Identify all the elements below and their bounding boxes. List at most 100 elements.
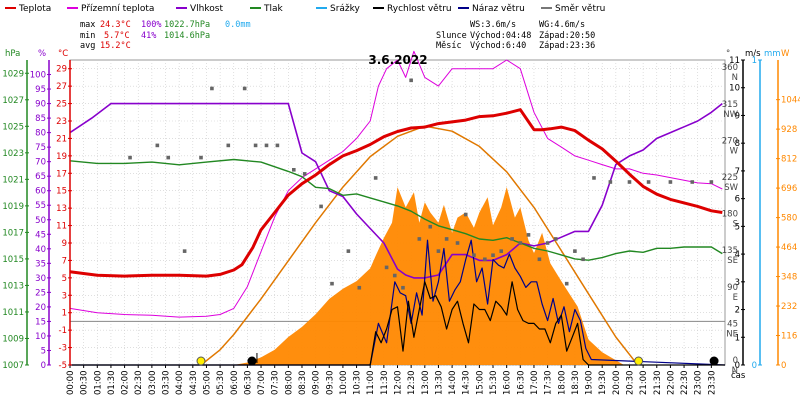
wind-tick-label: 10 (729, 84, 740, 94)
humidity-tick-label: 20 (35, 303, 46, 313)
wind-direction-point (491, 253, 495, 257)
wind-tick-label: 11 (729, 56, 740, 66)
temperature-tick-label: -3 (59, 344, 67, 354)
stats-max-rain: 0.0mm (225, 20, 251, 30)
axes: 1007100910111013101510171019102110231025… (2, 56, 800, 376)
legend-label-4: Srážky (330, 4, 361, 14)
wind-direction-point (392, 273, 397, 278)
x-tick-label: 03:30 (162, 371, 172, 396)
temperature-tick-label: 25 (56, 100, 67, 110)
legend-label-2: Vlhkost (190, 4, 223, 14)
wind-direction-point (155, 143, 160, 148)
x-tick-label: 06:30 (243, 371, 253, 396)
direction-tick-label: 270 (722, 136, 738, 146)
humidity-tick-label: 30 (35, 274, 46, 284)
pressure-unit: hPa (5, 49, 20, 59)
moonrise-time: Východ:6:40 (470, 41, 526, 51)
pressure-tick-label: 1019 (2, 202, 24, 212)
x-tick-label: 13:30 (434, 371, 444, 396)
temperature-tick-label: 21 (56, 134, 67, 144)
pressure-tick-label: 1015 (2, 255, 24, 265)
wind-direction-point (346, 249, 351, 253)
solar-radiation-fill (70, 187, 725, 365)
humidity-tick-label: 5 (41, 346, 46, 356)
wind-speed-info: WS:3.6m/s (470, 20, 516, 30)
x-tick-label: 12:30 (407, 371, 417, 396)
moon-icon (247, 356, 257, 366)
direction-compass-label: NE (726, 329, 738, 339)
temperature-tick-label: 7 (62, 256, 67, 266)
wind-direction-point (182, 249, 187, 253)
sun-icon (634, 356, 644, 366)
direction-unit: ° (726, 49, 730, 59)
x-tick-label: 18:00 (557, 371, 567, 396)
pressure-tick-label: 1023 (2, 149, 24, 159)
solar-tick-label: 464 (781, 243, 797, 253)
wind-direction-point (553, 237, 558, 241)
wind-direction-point (581, 257, 585, 262)
temperature-tick-label: 17 (56, 169, 67, 179)
x-tick-label: 07:30 (271, 371, 281, 396)
direction-tick-label: 90 (727, 283, 738, 293)
wind-direction-point (291, 168, 296, 172)
wind-direction-point (668, 180, 673, 184)
temperature-tick-label: -1 (59, 326, 67, 336)
direction-compass-label: S (733, 220, 738, 230)
temperature-tick-label: 27 (56, 82, 67, 92)
direction-compass-label: N (732, 366, 738, 376)
sunset-time: Západ:20:50 (539, 31, 595, 41)
wind-tick-label: 9 (735, 111, 740, 121)
direction-compass-label: E (733, 293, 738, 303)
solar-tick-label: 928 (781, 125, 797, 135)
chart-title: 3.6.2022 (368, 53, 427, 67)
humidity-tick-label: 70 (35, 158, 46, 168)
wind-direction-point (166, 155, 171, 160)
x-tick-label: 18:30 (571, 371, 581, 396)
wind-direction-point (436, 249, 441, 253)
humidity-tick-label: 100 (30, 71, 46, 81)
x-tick-label: 09:30 (325, 371, 335, 396)
humidity-tick-label: 25 (35, 288, 46, 298)
temperature-unit: °C (58, 49, 68, 59)
humidity-tick-label: 15 (35, 317, 46, 327)
temperature-tick-label: 23 (56, 117, 67, 127)
stats-min-press: 1014.6hPa (164, 31, 210, 41)
stats-block: max 24.3°C 100% 1022.7hPa 0.0mm min 5.7°… (80, 20, 251, 51)
wind-tick-label: 2 (735, 306, 740, 316)
temperature-tick-label: 5 (62, 274, 67, 284)
wind-direction-point (401, 285, 405, 290)
temperature-tick-label: 13 (56, 204, 67, 214)
solar-radiation-area (70, 187, 725, 365)
x-tick-label: 04:00 (175, 371, 185, 396)
legend-label-3: Tlak (263, 4, 284, 14)
x-tick-label: 13:00 (421, 371, 431, 396)
wind-direction-point (428, 224, 433, 229)
wind-direction-point (545, 241, 550, 245)
wind-direction-point (384, 265, 389, 270)
humidity-tick-label: 45 (35, 230, 46, 240)
wind-sun-info: WS:3.6m/s WG:4.6m/s Slunce Východ:04:48 … (436, 20, 595, 51)
direction-tick-label: 315 (722, 100, 738, 110)
humidity-tick-label: 80 (35, 129, 46, 139)
x-tick-label: 17:00 (530, 371, 540, 396)
stats-max-press: 1022.7hPa (164, 20, 210, 30)
x-tick-label: 15:00 (475, 371, 485, 396)
direction-compass-label: W (730, 146, 739, 156)
humidity-tick-label: 40 (35, 245, 46, 255)
wind-tick-label: 3 (735, 278, 740, 288)
x-tick-label: 05:30 (216, 371, 226, 396)
x-tick-label: 06:00 (230, 371, 240, 396)
series-rychlost-v-tru (70, 281, 725, 366)
x-tick-label: 04:30 (189, 371, 199, 396)
direction-tick-label: 360 (722, 63, 738, 73)
solar-tick-label: 0 (781, 361, 786, 371)
x-tick-label: 00:00 (66, 371, 76, 396)
rain-tick-label: 0 (752, 361, 757, 371)
wind-direction-point (409, 78, 413, 83)
x-tick-label: 19:30 (598, 371, 608, 396)
series-solar-theoretical- (200, 125, 639, 366)
temperature-tick-label: -5 (59, 361, 67, 371)
series-tlak (69, 158, 723, 261)
direction-tick-label: 225 (722, 173, 738, 183)
direction-compass-label: N (732, 73, 738, 83)
